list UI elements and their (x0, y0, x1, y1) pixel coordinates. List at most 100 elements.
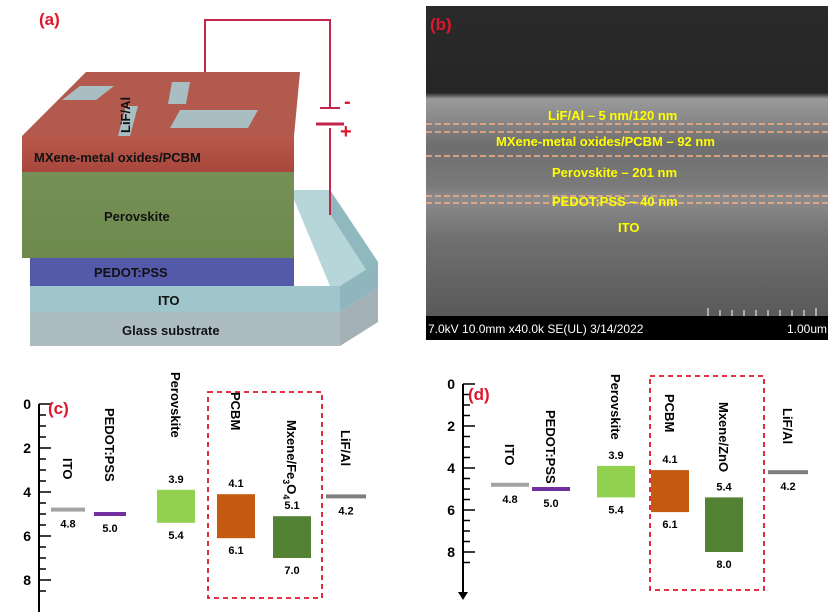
y-tick-label: 8 (23, 572, 31, 588)
level-ito: ITO 4.8 (491, 444, 529, 506)
sem-label-pedot: PEDOT:PSS – 40 nm (552, 194, 678, 209)
y-tick-label: 8 (447, 544, 455, 560)
y-tick-label: 4 (23, 484, 31, 500)
electrode-strip-1 (62, 86, 114, 100)
level-name: Perovskite (608, 374, 623, 440)
sem-label-perovskite: Perovskite – 201 nm (552, 165, 677, 180)
level-name: Mxene/ZnO (716, 402, 731, 472)
level-name: PEDOT:PSS (102, 408, 117, 482)
sem-cross-section: (b) LiF/Al – 5 nm/120 nm MXene-metal oxi… (426, 6, 828, 340)
energy-level-line (94, 512, 126, 516)
y-tick-label: 0 (23, 396, 31, 412)
energy-diagram-d: 0 2 4 6 8 (d) ITO 4.8 PEDOT:PSS 5.0 Perovskite 3.9 5… (447, 374, 808, 600)
sem-label-ito: ITO (618, 220, 639, 235)
sem-footer-bar (426, 316, 828, 340)
energy-value-label-bottom: 7.0 (284, 565, 299, 577)
energy-value-label: 4.8 (502, 494, 517, 506)
level-name: Perovskite (168, 372, 183, 438)
energy-value-label-top: 4.1 (662, 454, 677, 466)
level-pedot-pss: PEDOT:PSS 5.0 (532, 410, 570, 510)
perovskite-label: Perovskite (104, 209, 170, 224)
energy-level-line (326, 494, 366, 499)
y-tick-label: 6 (447, 502, 455, 518)
level-ito: ITO 4.8 (51, 458, 85, 531)
level-lif-al: LiF/Al 4.2 (768, 408, 808, 493)
level-perovskite: Perovskite 3.9 5.4 (597, 374, 635, 516)
sem-label-lif: LiF/Al – 5 nm/120 nm (548, 108, 677, 123)
y-tick-label: 6 (23, 528, 31, 544)
level-name: PCBM (228, 392, 243, 430)
panel-tag: (d) (468, 385, 490, 404)
ito-layer (30, 286, 340, 312)
electrode-strip-3 (168, 82, 190, 104)
energy-value-label-top: 3.9 (168, 474, 183, 486)
electrode-strip-2 (118, 106, 138, 136)
device-stack-diagram: - + LiF/Al MXene-metal oxides/PCBM Perov… (22, 19, 378, 346)
energy-level-line (51, 507, 85, 512)
sem-tag: (b) (430, 15, 452, 34)
level-mxene-zno: Mxene/ZnO 5.4 8.0 (705, 402, 743, 571)
energy-value-label: 4.2 (780, 481, 795, 493)
energy-value-label-bottom: 5.4 (608, 504, 624, 516)
glass-layer (30, 312, 340, 346)
pedot-label: PEDOT:PSS (94, 265, 168, 280)
energy-band-box (705, 497, 743, 552)
level-name: LiF/Al (780, 408, 795, 444)
level-name: PEDOT:PSS (543, 410, 558, 484)
panel-tag: (c) (48, 399, 69, 418)
energy-value-label: 4.8 (60, 519, 75, 531)
level-name: LiF/Al (338, 430, 353, 466)
circuit-wire (204, 19, 331, 108)
top-layer-surface (22, 72, 300, 136)
battery-plus-sign: + (340, 121, 352, 143)
level-name: ITO (60, 458, 75, 479)
sem-image (426, 6, 828, 316)
level-pedot-pss: PEDOT:PSS 5.0 (94, 408, 126, 535)
top-layer (22, 136, 294, 172)
ito-layer-top (290, 190, 378, 286)
sem-scale-label: 1.00um (787, 322, 827, 336)
level-pcbm: PCBM 4.1 6.1 (651, 394, 689, 531)
highlight-box (207, 391, 323, 599)
energy-value-label: 4.2 (338, 505, 353, 517)
energy-band-box (597, 465, 635, 498)
energy-band-box (651, 470, 689, 513)
energy-value-label-bottom: 5.4 (168, 530, 184, 542)
y-tick-label: 2 (447, 418, 455, 434)
glass-label: Glass substrate (122, 323, 220, 338)
energy-band-box (273, 516, 311, 558)
level-name: PCBM (662, 394, 677, 432)
level-perovskite: Perovskite 3.9 5.4 (157, 372, 195, 542)
ito-layer-side (330, 190, 378, 288)
y-tick-label: 0 (447, 376, 455, 392)
pedot-layer (30, 258, 294, 286)
ito-label: ITO (158, 293, 179, 308)
energy-level-line (532, 487, 570, 491)
top-layer-label: MXene-metal oxides/PCBM (34, 150, 201, 165)
glass-layer-side (340, 288, 378, 346)
ito-layer-front-side (340, 262, 378, 312)
energy-value-label-bottom: 8.0 (716, 559, 731, 571)
electrode-strip-4 (170, 110, 258, 128)
energy-value-label-top: 4.1 (228, 478, 243, 490)
y-tick-label: 4 (447, 460, 455, 476)
energy-band-box (217, 494, 255, 539)
perovskite-layer (22, 172, 294, 258)
level-lif-al: LiF/Al 4.2 (326, 430, 366, 517)
highlight-box (649, 375, 765, 591)
level-name: ITO (502, 444, 517, 465)
energy-diagram-c: 0 2 4 6 8 (c) ITO 4.8 PEDOT:PSS 5.0 Perovskite 3.9 5… (23, 372, 366, 612)
energy-value-label-top: 5.1 (284, 500, 299, 512)
panel-a-tag: (a) (39, 10, 60, 29)
sem-label-mxene: MXene-metal oxides/PCBM – 92 nm (496, 134, 715, 149)
y-axis-arrow (458, 592, 468, 600)
energy-value-label: 5.0 (102, 523, 117, 535)
energy-level-line (768, 470, 808, 475)
battery-minus-sign: - (344, 91, 351, 113)
energy-value-label-top: 5.4 (716, 481, 732, 493)
energy-level-line (491, 482, 529, 487)
sem-scale-ticks (707, 308, 817, 316)
level-name: Mxene/Fe3O4 (281, 420, 299, 499)
energy-value-label-bottom: 6.1 (662, 519, 677, 531)
